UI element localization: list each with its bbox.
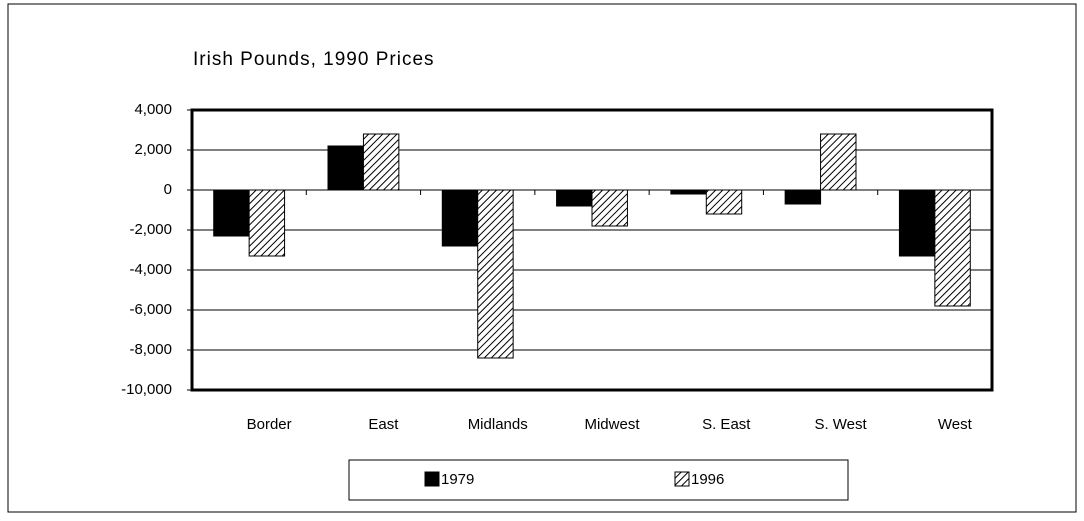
chart-title: Irish Pounds, 1990 Prices	[193, 49, 435, 70]
y-tick-label: 4,000	[134, 101, 172, 118]
plot-frame	[190, 108, 994, 392]
legend-swatch	[674, 471, 690, 487]
legend-label: 1996	[691, 471, 724, 488]
x-tick-label: Midlands	[468, 416, 528, 433]
legend-swatch	[424, 471, 440, 487]
bar	[248, 189, 286, 257]
y-tick-label: -6,000	[129, 301, 172, 318]
bar	[898, 189, 936, 257]
y-tick-label: -8,000	[129, 341, 172, 358]
x-tick-label: S. West	[814, 416, 867, 433]
bar	[591, 189, 628, 227]
y-tick-label: 0	[164, 181, 172, 198]
x-tick-label: Midwest	[584, 416, 640, 433]
bar	[327, 145, 364, 191]
bar	[670, 189, 707, 195]
y-tick-label: -4,000	[129, 261, 172, 278]
y-tick-label: 2,000	[134, 141, 172, 158]
bar	[556, 189, 593, 207]
y-tick-label: -2,000	[129, 221, 172, 238]
y-tick-label: -10,000	[121, 381, 172, 398]
bar	[362, 133, 400, 191]
x-tick-label: East	[368, 416, 399, 433]
x-tick-label: Border	[247, 416, 292, 433]
x-tick-label: West	[938, 416, 973, 433]
bar	[820, 133, 857, 191]
bar	[784, 189, 822, 205]
bar	[213, 189, 250, 237]
bar	[477, 189, 514, 359]
legend-label: 1979	[441, 471, 474, 488]
bar	[705, 189, 743, 215]
legend-box	[348, 459, 849, 501]
x-tick-label: S. East	[702, 416, 751, 433]
bar	[934, 189, 971, 307]
chart-frame	[7, 3, 1077, 513]
bar	[441, 189, 479, 247]
